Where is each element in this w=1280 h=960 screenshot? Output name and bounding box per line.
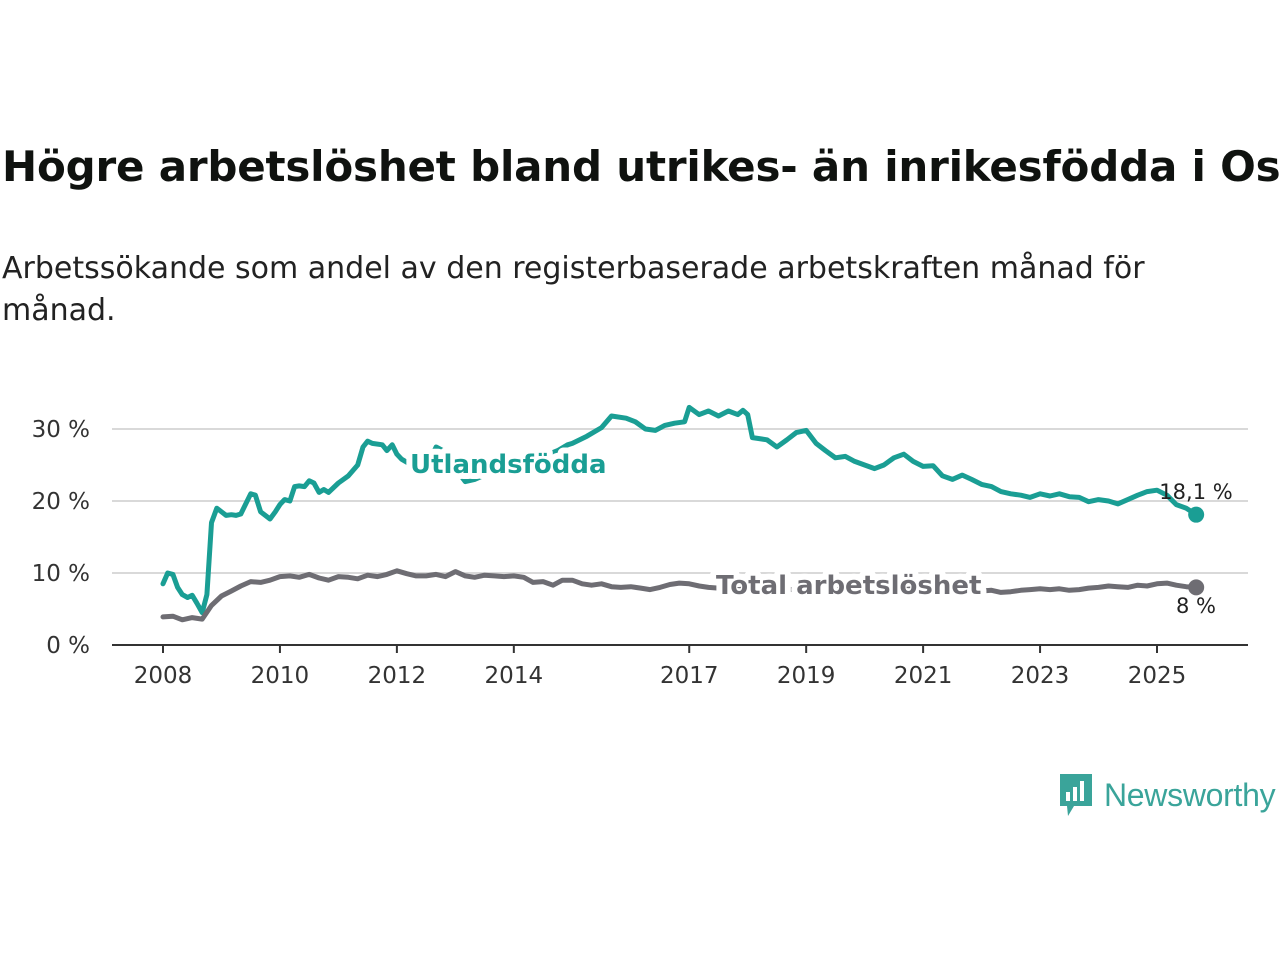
series-label-total: Total arbetslöshet (716, 571, 981, 601)
end-value-label-total: 8 % (1176, 594, 1216, 618)
grid-lines (112, 428, 1248, 574)
series-line-0 (160, 404, 1199, 616)
x-tick-label: 2025 (1128, 663, 1187, 689)
y-tick-label: 20 % (32, 489, 90, 515)
bar-chart-speech-bubble-icon (1060, 774, 1092, 816)
x-tick-label: 2021 (894, 663, 953, 689)
x-tick-label: 2014 (485, 663, 544, 689)
series-group (160, 404, 1205, 623)
y-tick-label: 30 % (32, 417, 90, 443)
x-tick-label: 2019 (777, 663, 836, 689)
y-tick-label: 0 % (46, 633, 90, 659)
chart-title: Högre arbetslöshet bland utrikes- än inr… (2, 142, 1280, 191)
brand-name: Newsworthy (1104, 776, 1276, 813)
y-tick-label: 10 % (32, 561, 90, 587)
chart-subtitle: Arbetssökande som andel av den registerb… (2, 251, 1145, 328)
end-value-label-utlandsfodda: 18,1 % (1159, 480, 1232, 504)
x-tick-label: 2017 (660, 663, 719, 689)
series-label-utlandsfodda-halo: Utlandsfödda (410, 450, 607, 480)
x-tick-label: 2008 (134, 663, 193, 689)
series-line-1 (160, 568, 1199, 623)
series-end-point-1 (1188, 579, 1205, 596)
x-axis: 2008 2010 2012 2014 2017 2019 2021 2023 2025 (112, 644, 1248, 689)
newsworthy-logo: Newsworthy (1058, 772, 1276, 818)
series-label-utlandsfodda: Utlandsfödda (410, 450, 607, 480)
x-tick-label: 2023 (1011, 663, 1070, 689)
x-tick-label: 2010 (251, 663, 310, 689)
y-axis-ticks: 0 % 10 % 20 % 30 % (32, 417, 90, 659)
series-end-point-0 (1188, 506, 1205, 523)
series-label-total-halo: Total arbetslöshet (716, 571, 981, 601)
x-tick-label: 2012 (368, 663, 427, 689)
